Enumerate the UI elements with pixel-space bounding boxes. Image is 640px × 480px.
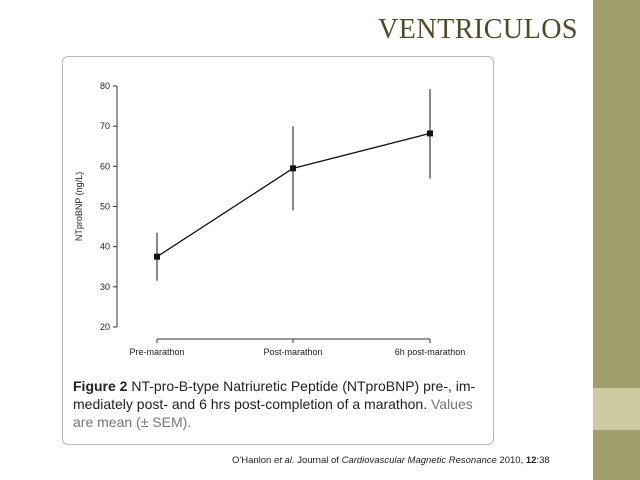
data-point (154, 253, 160, 260)
x-tick-label: 6h post-marathon (395, 347, 466, 357)
slide-title: VENTRICULOS (378, 14, 578, 45)
caption-dot: . (423, 396, 428, 412)
y-tick-label: 30 (100, 282, 110, 292)
y-ticks: 20 30 40 50 60 70 80 (100, 81, 117, 332)
figure-caption: Figure 2 NT-pro-B-type Natriuretic Pepti… (73, 377, 488, 431)
y-tick-label: 80 (100, 81, 110, 91)
caption-main: NT-pro-B-type Natriuretic Peptide (NTpro… (73, 378, 476, 412)
x-tick-label: Post-marathon (263, 347, 322, 357)
caption-note: Values are mean (± SEM). (73, 396, 473, 430)
y-tick-label: 60 (100, 161, 110, 171)
y-tick-label: 70 (100, 121, 110, 131)
y-axis-label: NTproBNP (ng/L) (74, 172, 84, 241)
citation-etal: et al. (273, 455, 295, 466)
citation: O'Hanlon et al. Journal of Cardiovascula… (232, 455, 550, 466)
data-point (290, 165, 296, 172)
y-tick-label: 50 (100, 202, 110, 212)
citation-journal: Cardiovascular Magnetic Resonance (341, 455, 497, 466)
caption-label: Figure 2 (73, 378, 128, 394)
x-ticks: Pre-marathon Post-marathon 6h post-maratho… (129, 339, 465, 357)
citation-volume: 12 (525, 455, 537, 466)
y-tick-label: 20 (100, 322, 110, 332)
citation-year: 2010, (496, 455, 526, 466)
y-tick-label: 40 (100, 242, 110, 252)
citation-pages: :38 (536, 455, 550, 466)
figure-frame (62, 56, 494, 445)
sidebar-accent-block (593, 388, 640, 430)
x-tick-label: Pre-marathon (129, 347, 184, 357)
chart: 20 30 40 50 60 70 80 Pre-marathon Post-marathon… (74, 81, 465, 357)
series-ntprobnp (154, 89, 433, 281)
citation-author: O'Hanlon (232, 455, 274, 466)
data-point (427, 130, 433, 137)
citation-journal-prefix: Journal of (294, 455, 342, 466)
